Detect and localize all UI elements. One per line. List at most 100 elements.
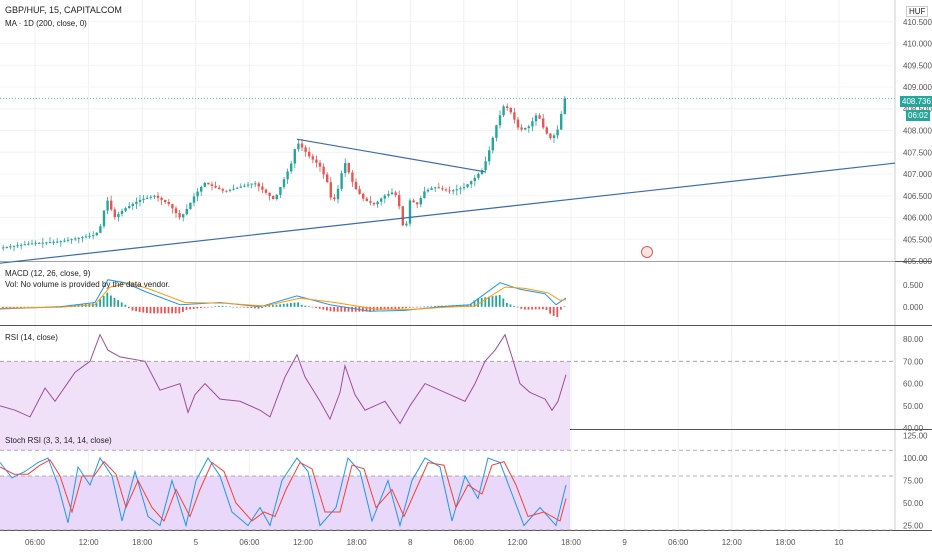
macd-hist-bar <box>380 306 382 310</box>
candle <box>444 189 448 191</box>
candle <box>239 186 242 188</box>
macd-hist-bar <box>560 306 562 310</box>
candle <box>243 185 246 187</box>
macd-hist-bar <box>552 306 555 316</box>
candle <box>59 241 62 243</box>
signal-line <box>0 282 567 311</box>
candle <box>41 242 44 244</box>
macd-hist-bar <box>30 306 33 308</box>
macd-hist-bar <box>239 306 242 308</box>
stoch-d-line <box>0 459 567 522</box>
macd-hist-bar <box>156 306 159 314</box>
y-tick-label: 405.500 <box>903 235 932 244</box>
macd-hist-bar <box>272 305 274 307</box>
candle <box>156 195 160 198</box>
macd-hist-bar <box>12 306 15 308</box>
macd-hist-bar <box>509 304 512 307</box>
upper-trendline <box>296 138 486 173</box>
rsi-line <box>0 333 567 425</box>
macd-hist-bar <box>326 306 328 311</box>
candle <box>279 187 282 195</box>
macd-hist-bar <box>563 306 566 307</box>
x-tick-label: 12:00 <box>293 538 314 547</box>
candle <box>30 243 34 245</box>
candle <box>153 195 156 197</box>
candle <box>182 214 185 218</box>
y-tick-label: 406.500 <box>903 192 932 201</box>
macd-hist-bar <box>387 306 389 310</box>
candle <box>52 241 55 243</box>
candle <box>362 193 365 199</box>
macd-hist-bar <box>408 306 411 308</box>
macd-hist-bar <box>254 306 256 309</box>
macd-hist-bar <box>502 298 505 307</box>
macd-hist-bar <box>138 306 141 312</box>
macd-hist-bar <box>534 306 537 310</box>
candle <box>88 235 91 237</box>
macd-hist-bar <box>171 306 173 314</box>
macd-hist-bar <box>135 306 137 312</box>
candle <box>398 195 401 207</box>
macd-hist-bar <box>207 306 209 308</box>
macd-hist-bar <box>405 306 407 309</box>
candle <box>218 187 221 190</box>
candle <box>340 173 343 189</box>
candle <box>354 181 358 190</box>
macd-hist-bar <box>182 306 184 312</box>
candle <box>560 113 563 130</box>
x-tick-label: 06:00 <box>239 538 260 547</box>
candle <box>401 206 404 226</box>
candle <box>459 188 462 190</box>
y-tick-label: 409.000 <box>903 83 932 92</box>
candle <box>520 127 523 130</box>
candle <box>164 199 167 203</box>
x-tick-label: 18:00 <box>775 538 796 547</box>
candle <box>56 241 59 243</box>
stoch-title: Stoch RSI (3, 3, 14, 14, close) <box>5 436 112 445</box>
candle <box>92 235 95 237</box>
candle <box>214 186 217 188</box>
macd-hist-bar <box>390 306 393 310</box>
x-tick-label: 18:00 <box>132 538 153 547</box>
candle <box>502 106 505 116</box>
candle <box>84 236 88 238</box>
candle <box>455 189 458 191</box>
candle <box>207 182 210 185</box>
alert-icon[interactable] <box>641 246 653 258</box>
y-tick-label: 70.00 <box>903 357 924 366</box>
macd-title: MACD (12, 26, close, 9) <box>5 269 91 278</box>
macd-hist-bar <box>120 302 123 307</box>
x-tick-label: 12:00 <box>79 538 100 547</box>
candle <box>225 190 228 192</box>
macd-hist-bar <box>95 302 98 307</box>
macd-hist-bar <box>545 306 548 310</box>
x-tick-label: 18:00 <box>347 538 368 547</box>
currency-badge: HUF <box>906 6 929 17</box>
candle <box>246 184 250 186</box>
macd-hist-bar <box>466 304 469 307</box>
x-tick-label: 8 <box>408 538 413 547</box>
macd-hist-bar <box>362 306 364 312</box>
macd-hist-bar <box>257 306 260 309</box>
candle <box>236 187 239 189</box>
candle <box>531 121 534 127</box>
macd-hist-bar <box>23 306 26 308</box>
macd-hist-bar <box>149 306 152 314</box>
macd-hist-bar <box>297 302 299 307</box>
x-tick-label: 9 <box>622 538 627 547</box>
candle <box>405 223 408 226</box>
macd-hist-bar <box>542 306 544 310</box>
candle <box>228 189 232 191</box>
candle <box>437 187 440 189</box>
macd-hist-bar <box>318 306 321 309</box>
candle <box>48 242 52 244</box>
candle <box>196 191 199 197</box>
macd-hist-bar <box>174 306 177 314</box>
candle <box>369 201 372 203</box>
macd-hist-bar <box>282 303 285 307</box>
y-tick-label: 60.00 <box>903 380 924 389</box>
y-tick-label: 50.00 <box>903 402 924 411</box>
candle <box>513 112 516 120</box>
candle <box>178 213 181 218</box>
candle <box>347 163 350 173</box>
